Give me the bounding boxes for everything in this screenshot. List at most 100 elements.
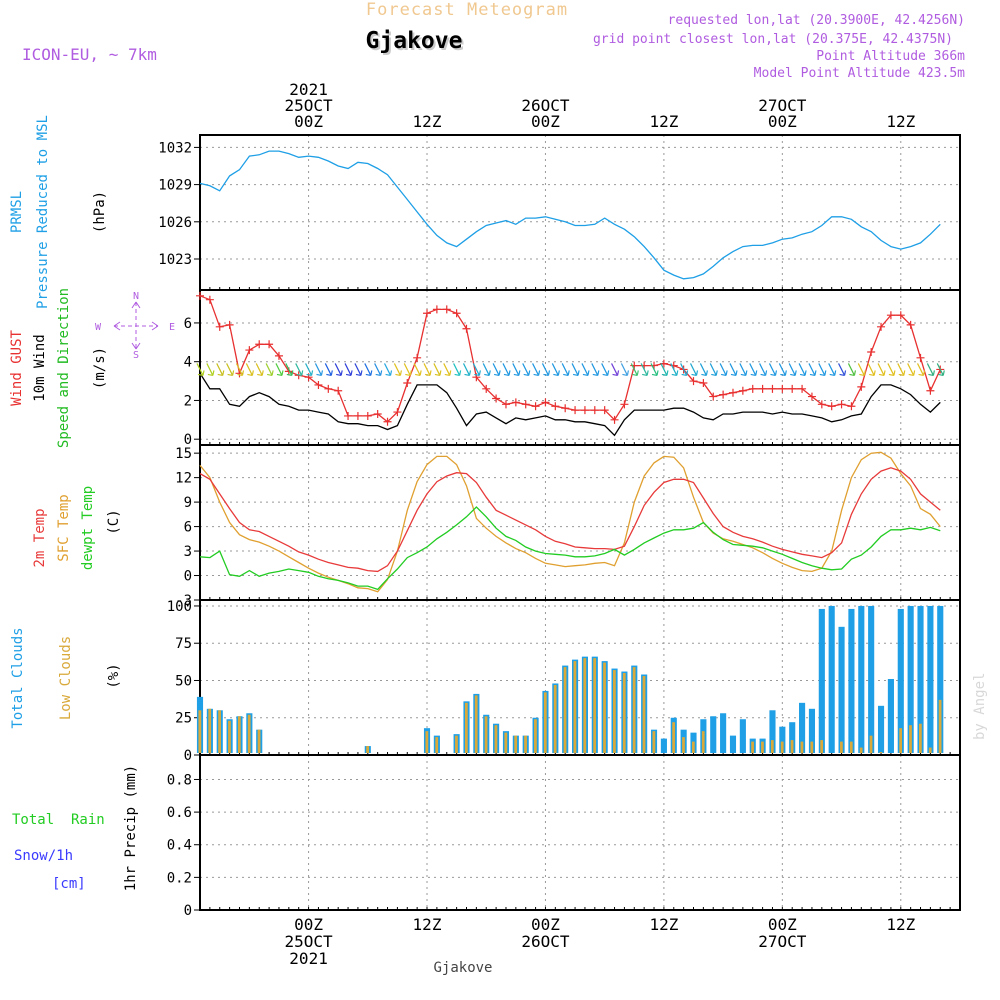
- low-cloud-bar: [247, 714, 251, 753]
- low-cloud-bar: [425, 731, 429, 753]
- total-cloud-bar: [877, 705, 885, 753]
- low-cloud-bar: [435, 737, 439, 753]
- wind-direction-arrow: [245, 363, 254, 377]
- top-axis-label: 00Z: [768, 112, 797, 131]
- y-tick-label: 1029: [158, 178, 192, 194]
- gust-marker: [738, 386, 747, 395]
- y-tick-label: 0: [184, 432, 192, 448]
- y-tick-label: 75: [175, 636, 192, 652]
- wind-direction-arrow: [926, 363, 935, 377]
- gust-marker: [768, 384, 777, 393]
- wind-direction-arrow: [393, 363, 402, 377]
- low-cloud-bar: [652, 731, 656, 753]
- low-cloud-bar: [928, 747, 932, 753]
- dewpt-temp-line: [199, 506, 941, 591]
- compass-east: E: [169, 322, 175, 333]
- bottom-axis-label: 12Z: [649, 915, 678, 934]
- total-cloud-bar: [828, 605, 835, 753]
- compass-west: W: [95, 322, 102, 333]
- low-cloud-bar: [761, 741, 764, 753]
- low-cloud-bar: [613, 670, 616, 753]
- gust-marker: [334, 386, 343, 395]
- low-cloud-bar: [938, 699, 942, 753]
- wind-direction-arrow: [324, 363, 333, 377]
- wind-direction-arrow: [255, 363, 264, 377]
- wind-direction-arrow: [423, 363, 432, 377]
- temp-panel-labels: 2m Temp SFC Temp dewpt Temp (C): [32, 486, 122, 570]
- low-cloud-bar: [198, 710, 202, 753]
- bottom-axis-label: 2021: [289, 949, 328, 968]
- gust-marker: [541, 398, 550, 407]
- wind-direction-arrow: [759, 363, 768, 377]
- gust-marker: [353, 411, 362, 420]
- low-cloud-bar: [859, 747, 863, 753]
- compass-north: N: [133, 291, 139, 302]
- wind-direction-arrow: [709, 363, 718, 377]
- low-cloud-bar: [573, 661, 577, 753]
- panel-frame: [199, 134, 961, 291]
- y-tick-label: 9: [184, 495, 192, 511]
- low-cloud-bar: [869, 735, 873, 753]
- wind-direction-arrow: [403, 363, 412, 377]
- low-cloud-bar: [257, 729, 261, 753]
- gust-marker: [857, 382, 866, 391]
- y-tick-label: 6: [184, 316, 192, 332]
- gust-marker: [521, 400, 530, 409]
- wind-unit: (m/s): [92, 347, 108, 389]
- wind-direction-arrow: [561, 363, 570, 377]
- total-cloud-bar: [917, 605, 924, 753]
- wind-direction-arrow: [828, 363, 837, 377]
- gust-marker: [916, 353, 925, 362]
- wind-direction-arrow: [285, 363, 294, 377]
- low-cloud-bar: [583, 658, 587, 753]
- wind-direction-arrow: [571, 363, 580, 377]
- total-cloud-bar: [848, 608, 855, 753]
- watermark: by Angel: [972, 673, 988, 740]
- gust-marker: [689, 377, 698, 386]
- wind-panel-labels: Wind GUST 10m Wind Speed and Direction (…: [9, 288, 175, 448]
- top-axis-label: 12Z: [886, 112, 915, 131]
- wind-direction-arrow: [670, 363, 679, 377]
- wind-direction-arrow: [334, 363, 343, 377]
- wind-direction-arrow: [660, 363, 669, 377]
- wind-direction-arrow: [699, 363, 708, 377]
- wind-direction-arrow: [680, 363, 689, 377]
- bottom-axis-label: 00Z: [294, 915, 323, 934]
- wind-direction-arrow: [275, 363, 284, 377]
- low-cloud-bar: [524, 735, 527, 753]
- y-tick-label: 25: [175, 711, 192, 727]
- gust-marker: [255, 340, 264, 349]
- clouds-panel-labels: Total Clouds Low Clouds (%): [10, 627, 122, 728]
- wind-direction-arrow: [453, 363, 462, 377]
- model-label: ICON-EU, ~ 7km: [22, 45, 157, 64]
- wind-direction-arrow: [295, 363, 304, 377]
- low-cloud-bar: [642, 676, 646, 753]
- speed-direction-label: Speed and Direction: [56, 288, 72, 448]
- gust-marker: [462, 324, 471, 333]
- low-cloud-bar: [464, 702, 468, 753]
- wind-direction-arrow: [916, 363, 926, 377]
- y-tick-label: 1023: [158, 252, 192, 268]
- total-cloud-bar: [887, 678, 894, 753]
- point-altitude: Point Altitude 366m: [816, 49, 965, 64]
- wind-direction-arrow: [581, 363, 590, 377]
- clouds-panel: 0 25 50 75 100: [167, 599, 961, 764]
- wind-panel: 0 2 4 6: [184, 290, 961, 448]
- wind-speed-line: [199, 372, 941, 437]
- wind-direction-arrow: [947, 363, 954, 375]
- low-cloud-bar: [514, 735, 518, 753]
- gust-marker: [906, 320, 915, 329]
- low-cloud-bar: [672, 722, 675, 753]
- low-cloud-bar: [682, 737, 685, 753]
- low-cloud-bar: [494, 725, 498, 753]
- wind-direction-arrow: [226, 363, 235, 377]
- wind-direction-arrow: [413, 363, 422, 377]
- total-cloud-bar: [927, 605, 934, 753]
- sfc-temp-label: SFC Temp: [56, 494, 72, 561]
- low-cloud-bar: [849, 741, 853, 753]
- bottom-axis-label: 26OCT: [521, 932, 570, 951]
- wind-direction-arrow: [838, 363, 847, 377]
- gust-marker: [837, 400, 846, 409]
- low-cloud-bar: [603, 662, 606, 753]
- gust-marker: [393, 408, 402, 417]
